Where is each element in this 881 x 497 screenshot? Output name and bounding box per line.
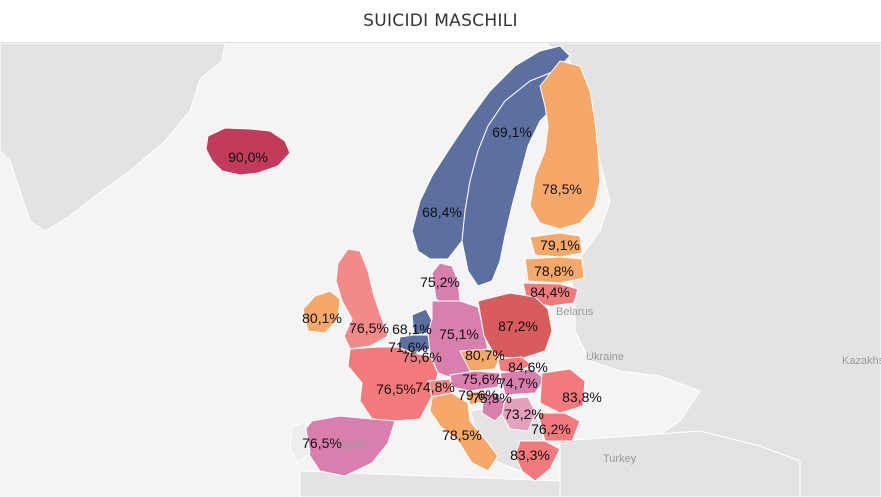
belarus-label: Belarus: [556, 306, 594, 318]
serbia-region[interactable]: [501, 396, 537, 432]
turkey-label: Turkey: [603, 453, 637, 465]
sweden-value: 69,1%: [492, 124, 532, 140]
germany-value: 75,1%: [439, 326, 479, 342]
chart-title: SUICIDI MASCHILI: [363, 11, 518, 31]
czechia-value: 80,7%: [465, 347, 505, 363]
north-africa-land: [299, 470, 561, 497]
eastern-landmass: [544, 43, 881, 497]
romania-region[interactable]: [539, 368, 586, 414]
lithuania-value: 84,4%: [530, 284, 570, 300]
hungary-region[interactable]: [499, 368, 546, 396]
greece-value: 83,3%: [510, 447, 550, 463]
luxembourg-value: 75,6%: [402, 349, 442, 365]
greece-region[interactable]: [514, 440, 561, 482]
bulgaria-region[interactable]: [537, 412, 581, 442]
france-value: 76,5%: [376, 381, 416, 397]
ireland-region[interactable]: [302, 290, 341, 334]
czechia-region[interactable]: [459, 348, 501, 372]
poland-value: 87,2%: [498, 318, 538, 334]
denmark-region[interactable]: [431, 262, 461, 307]
bulgaria-value: 76,2%: [531, 421, 571, 437]
ireland-value: 80,1%: [302, 310, 342, 326]
estonia-region[interactable]: [529, 232, 583, 258]
iceland-value: 90,0%: [228, 149, 268, 165]
latvia-value: 78,8%: [534, 263, 574, 279]
united-kingdom-value: 76,5%: [349, 320, 389, 336]
latvia-region[interactable]: [524, 256, 585, 284]
switzerland-value: 74,8%: [415, 379, 455, 395]
austria-region[interactable]: [449, 370, 501, 392]
norway-value: 68,4%: [422, 204, 462, 220]
united-kingdom-region[interactable]: [335, 248, 389, 350]
belgium-value: 71,6%: [388, 339, 428, 355]
map-canvas: Belarus Ukraine Kazakhs Turkey: [0, 43, 881, 497]
finland-value: 78,5%: [542, 181, 582, 197]
hungary-value: 74,7%: [498, 375, 538, 391]
turkey-land: [559, 430, 801, 497]
croatia-region[interactable]: [481, 392, 506, 422]
spain-label: Spain: [340, 439, 368, 451]
slovenia-value: 79,6%: [458, 387, 498, 403]
choropleth-map[interactable]: Belarus Ukraine Kazakhs Turkey: [0, 42, 881, 497]
kazakhstan-label: Kazakhs: [842, 355, 881, 367]
italy-region[interactable]: [429, 392, 499, 472]
france-region[interactable]: [347, 346, 439, 422]
iceland-region[interactable]: [205, 127, 291, 176]
portugal-region[interactable]: [289, 422, 311, 464]
austria-value: 75,6%: [462, 371, 502, 387]
romania-value: 83,8%: [562, 389, 602, 405]
serbia-value: 73,2%: [504, 406, 544, 422]
italy-value: 78,5%: [442, 427, 482, 443]
ukraine-label: Ukraine: [586, 351, 624, 363]
greenland-land: [0, 43, 226, 232]
finland-region[interactable]: [529, 60, 601, 230]
netherlands-value: 68,1%: [392, 321, 432, 337]
poland-region[interactable]: [477, 292, 553, 360]
slovakia-region[interactable]: [497, 356, 533, 374]
slovakia-value: 84,6%: [508, 359, 548, 375]
spain-value: 76,5%: [302, 435, 342, 451]
denmark-value: 75,2%: [420, 274, 460, 290]
croatia-value: 75,3%: [472, 390, 512, 406]
estonia-value: 79,1%: [540, 237, 580, 253]
